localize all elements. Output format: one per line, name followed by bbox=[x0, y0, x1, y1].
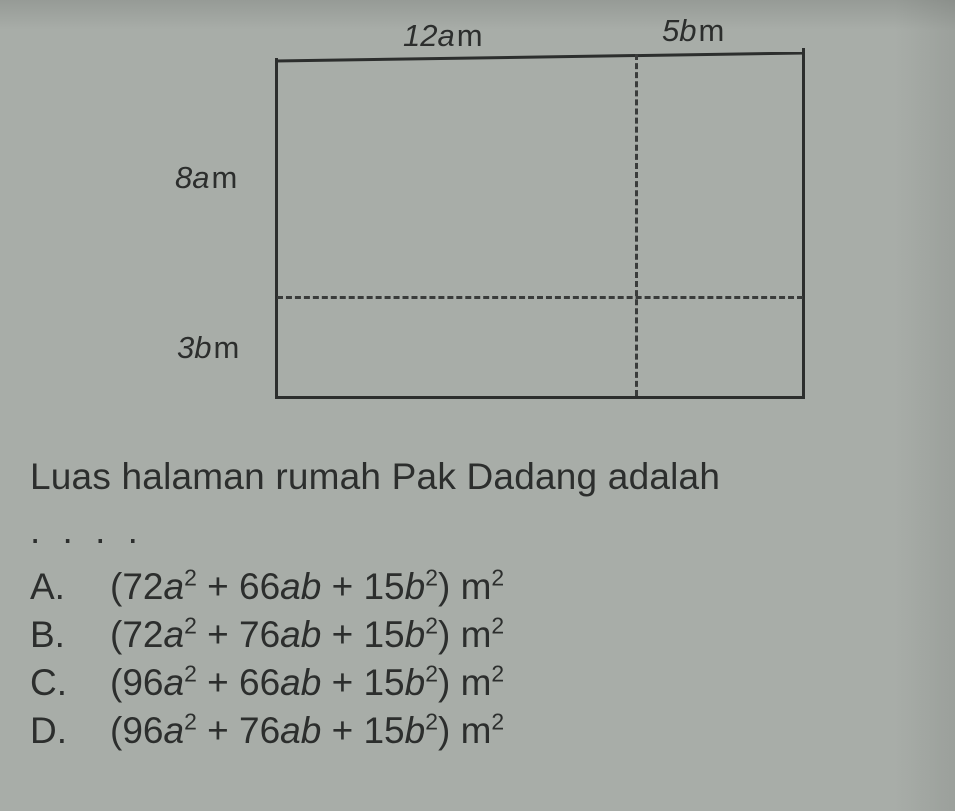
unit-sq: 2 bbox=[491, 612, 504, 638]
option-expression: (72a2 + 66ab + 15b2) m2 bbox=[110, 566, 504, 608]
coef-ab: 76 bbox=[239, 614, 280, 655]
dashed-vertical bbox=[635, 54, 638, 396]
rect-left-edge bbox=[275, 58, 278, 398]
option-letter: B. bbox=[30, 614, 110, 656]
option-letter: D. bbox=[30, 710, 110, 752]
option-expression: (72a2 + 76ab + 15b2) m2 bbox=[110, 614, 504, 656]
coef-a2: 72 bbox=[122, 614, 163, 655]
unit: m bbox=[450, 614, 491, 655]
paren-close: ) bbox=[438, 662, 450, 703]
sq: 2 bbox=[184, 708, 197, 734]
unit-sq: 2 bbox=[491, 708, 504, 734]
sq: 2 bbox=[184, 612, 197, 638]
coef-ab: 66 bbox=[239, 662, 280, 703]
option-letter: A. bbox=[30, 566, 110, 608]
coef-b2: 15 bbox=[363, 662, 404, 703]
coef-a2: 72 bbox=[122, 566, 163, 607]
question-text: Luas halaman rumah Pak Dadang adalah bbox=[30, 450, 925, 504]
var: b bbox=[679, 13, 696, 48]
coef-b2: 15 bbox=[363, 614, 404, 655]
unit: m bbox=[457, 18, 483, 53]
label-top-seg1: 12am bbox=[403, 18, 483, 54]
var-ab: ab bbox=[280, 614, 321, 655]
paren-open: ( bbox=[110, 710, 122, 751]
rect-right-edge bbox=[802, 48, 805, 398]
sq2: 2 bbox=[425, 612, 438, 638]
coef-b2: 15 bbox=[363, 710, 404, 751]
unit: m bbox=[699, 13, 725, 48]
plus1: + bbox=[197, 566, 239, 607]
rect-bottom-edge bbox=[275, 396, 805, 399]
var: a bbox=[192, 160, 209, 195]
unit: m bbox=[450, 710, 491, 751]
unit: m bbox=[450, 566, 491, 607]
option-letter: C. bbox=[30, 662, 110, 704]
sq: 2 bbox=[184, 660, 197, 686]
label-left-seg1: 8am bbox=[175, 160, 237, 196]
sq2: 2 bbox=[425, 564, 438, 590]
options-list: A. (72a2 + 66ab + 15b2) m2 B. (72a2 + 76… bbox=[30, 566, 925, 752]
value: 8 bbox=[175, 160, 192, 195]
unit: m bbox=[212, 160, 238, 195]
var-a: a bbox=[163, 566, 184, 607]
coef-ab: 66 bbox=[239, 566, 280, 607]
unit-sq: 2 bbox=[491, 660, 504, 686]
rect-top-edge bbox=[275, 52, 805, 64]
var-b: b bbox=[405, 710, 426, 751]
question-dots: . . . . bbox=[30, 510, 925, 552]
var-ab: ab bbox=[280, 566, 321, 607]
var-a: a bbox=[163, 614, 184, 655]
plus2: + bbox=[321, 662, 363, 703]
paren-close: ) bbox=[438, 614, 450, 655]
plus1: + bbox=[197, 614, 239, 655]
plus2: + bbox=[321, 710, 363, 751]
var-a: a bbox=[163, 710, 184, 751]
option-b: B. (72a2 + 76ab + 15b2) m2 bbox=[30, 614, 925, 656]
var-b: b bbox=[405, 614, 426, 655]
coef-a2: 96 bbox=[122, 710, 163, 751]
page: 12am 5bm 8am 3bm Luas halaman rumah Pak … bbox=[0, 0, 955, 811]
top-line bbox=[275, 53, 805, 61]
option-c: C. (96a2 + 66ab + 15b2) m2 bbox=[30, 662, 925, 704]
unit: m bbox=[450, 662, 491, 703]
plus1: + bbox=[197, 710, 239, 751]
label-top-seg2: 5bm bbox=[662, 13, 724, 49]
sq2: 2 bbox=[425, 660, 438, 686]
var-b: b bbox=[405, 662, 426, 703]
plus2: + bbox=[321, 614, 363, 655]
value: 5 bbox=[662, 13, 679, 48]
coef-a2: 96 bbox=[122, 662, 163, 703]
coef-ab: 76 bbox=[239, 710, 280, 751]
paren-open: ( bbox=[110, 566, 122, 607]
var-ab: ab bbox=[280, 662, 321, 703]
var-a: a bbox=[163, 662, 184, 703]
label-left-seg2: 3bm bbox=[177, 330, 239, 366]
unit: m bbox=[214, 330, 240, 365]
sq: 2 bbox=[184, 564, 197, 590]
option-d: D. (96a2 + 76ab + 15b2) m2 bbox=[30, 710, 925, 752]
option-expression: (96a2 + 76ab + 15b2) m2 bbox=[110, 710, 504, 752]
sq2: 2 bbox=[425, 708, 438, 734]
diagram: 12am 5bm 8am 3bm bbox=[30, 10, 925, 430]
value: 3 bbox=[177, 330, 194, 365]
var: b bbox=[194, 330, 211, 365]
plus2: + bbox=[321, 566, 363, 607]
var-ab: ab bbox=[280, 710, 321, 751]
option-expression: (96a2 + 66ab + 15b2) m2 bbox=[110, 662, 504, 704]
coef-b2: 15 bbox=[363, 566, 404, 607]
unit-sq: 2 bbox=[491, 564, 504, 590]
value: 12 bbox=[403, 18, 437, 53]
paren-open: ( bbox=[110, 614, 122, 655]
var: a bbox=[437, 18, 454, 53]
plus1: + bbox=[197, 662, 239, 703]
paren-close: ) bbox=[438, 566, 450, 607]
paren-open: ( bbox=[110, 662, 122, 703]
option-a: A. (72a2 + 66ab + 15b2) m2 bbox=[30, 566, 925, 608]
paren-close: ) bbox=[438, 710, 450, 751]
dashed-horizontal bbox=[277, 296, 803, 299]
var-b: b bbox=[405, 566, 426, 607]
